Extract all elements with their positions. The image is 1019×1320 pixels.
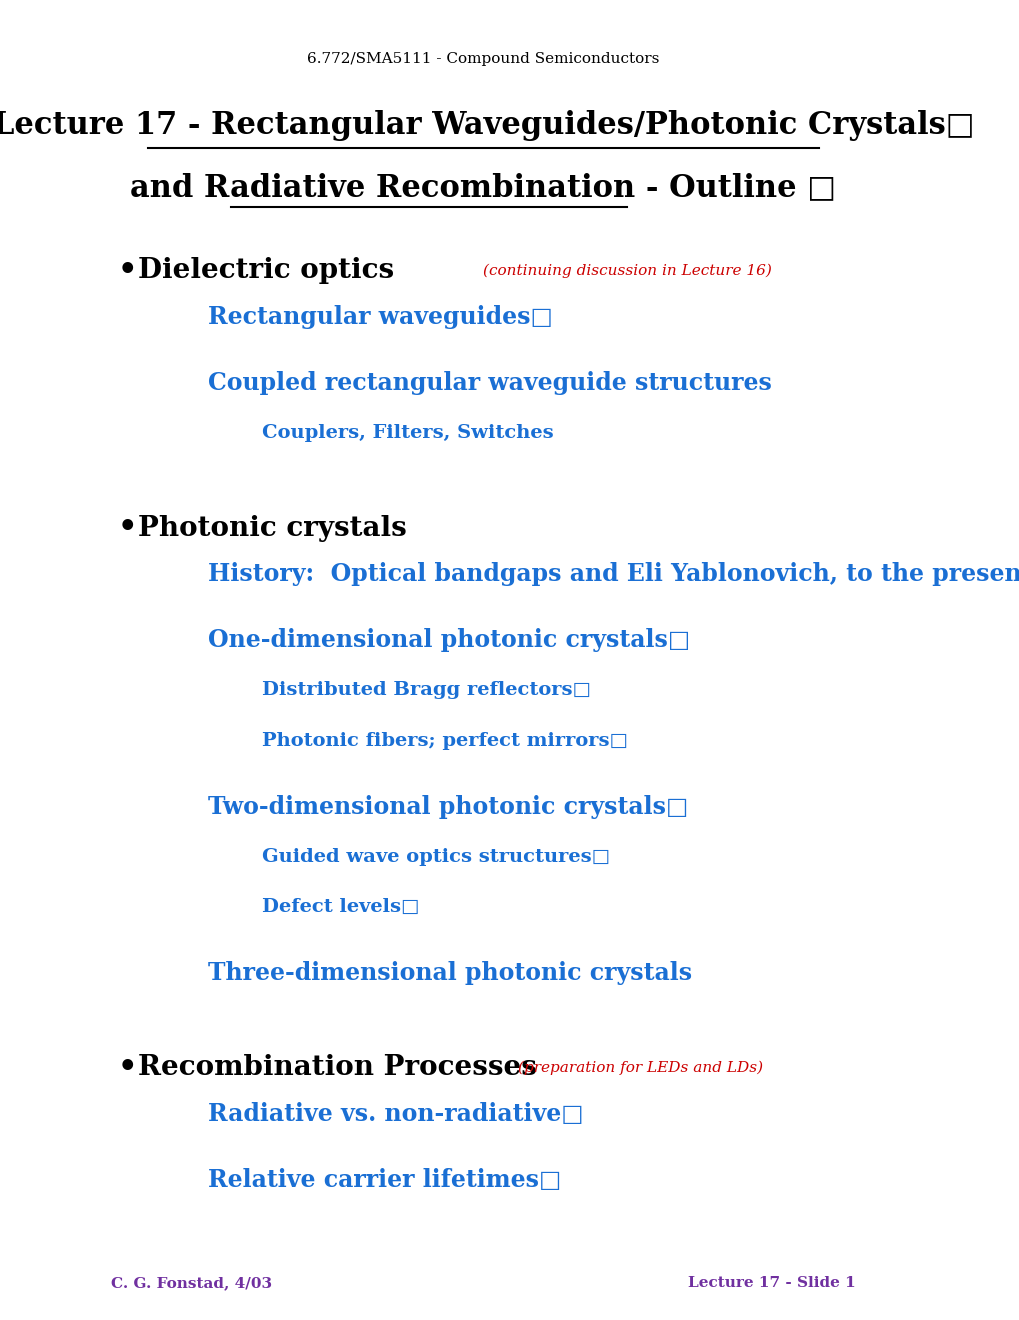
Text: Lecture 17 - Slide 1: Lecture 17 - Slide 1 xyxy=(688,1276,855,1290)
Text: Radiative vs. non-radiative□: Radiative vs. non-radiative□ xyxy=(208,1102,583,1126)
Text: Dielectric optics: Dielectric optics xyxy=(139,257,394,284)
Text: (continuing discussion in Lecture 16): (continuing discussion in Lecture 16) xyxy=(483,264,771,277)
Text: Defect levels□: Defect levels□ xyxy=(262,898,420,916)
Text: C. G. Fonstad, 4/03: C. G. Fonstad, 4/03 xyxy=(111,1276,272,1290)
Text: •: • xyxy=(117,1052,137,1084)
Text: Coupled rectangular waveguide structures: Coupled rectangular waveguide structures xyxy=(208,371,771,395)
Text: Three-dimensional photonic crystals: Three-dimensional photonic crystals xyxy=(208,961,692,985)
Text: One-dimensional photonic crystals□: One-dimensional photonic crystals□ xyxy=(208,628,690,652)
Text: Relative carrier lifetimes□: Relative carrier lifetimes□ xyxy=(208,1168,560,1192)
Text: and Radiative Recombination - Outline □: and Radiative Recombination - Outline □ xyxy=(130,172,836,203)
Text: •: • xyxy=(117,255,137,286)
Text: Rectangular waveguides□: Rectangular waveguides□ xyxy=(208,305,552,329)
Text: Two-dimensional photonic crystals□: Two-dimensional photonic crystals□ xyxy=(208,795,688,818)
Text: Guided wave optics structures□: Guided wave optics structures□ xyxy=(262,847,609,866)
Text: Photonic fibers; perfect mirrors□: Photonic fibers; perfect mirrors□ xyxy=(262,731,628,750)
Text: Couplers, Filters, Switches: Couplers, Filters, Switches xyxy=(262,424,553,442)
Text: (preparation for LEDs and LDs): (preparation for LEDs and LDs) xyxy=(518,1061,763,1074)
Text: Lecture 17 - Rectangular Waveguides/Photonic Crystals□: Lecture 17 - Rectangular Waveguides/Phot… xyxy=(0,110,973,141)
Text: History:  Optical bandgaps and Eli Yablonovich, to the present: History: Optical bandgaps and Eli Yablon… xyxy=(208,562,1019,586)
Text: Distributed Bragg reflectors□: Distributed Bragg reflectors□ xyxy=(262,681,591,700)
Text: •: • xyxy=(117,512,137,544)
Text: Recombination Processes: Recombination Processes xyxy=(139,1055,537,1081)
Text: Photonic crystals: Photonic crystals xyxy=(139,515,407,541)
Text: 6.772/SMA5111 - Compound Semiconductors: 6.772/SMA5111 - Compound Semiconductors xyxy=(307,53,659,66)
